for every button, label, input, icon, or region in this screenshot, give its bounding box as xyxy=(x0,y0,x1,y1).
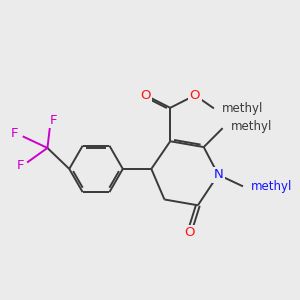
Text: O: O xyxy=(190,89,200,102)
Text: N: N xyxy=(213,168,223,181)
Text: F: F xyxy=(50,114,57,127)
Text: F: F xyxy=(17,159,24,172)
Text: O: O xyxy=(140,89,151,102)
Text: methyl: methyl xyxy=(231,120,272,133)
Text: O: O xyxy=(184,226,194,239)
Text: methyl: methyl xyxy=(251,180,292,193)
Text: F: F xyxy=(11,128,18,140)
Text: methyl: methyl xyxy=(222,102,263,115)
